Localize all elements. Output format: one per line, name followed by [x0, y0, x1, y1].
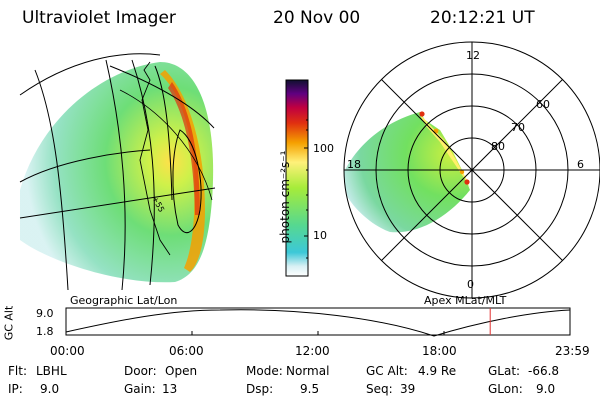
time-tick-2359: 23:59 [555, 344, 590, 358]
altitude-frame [65, 307, 571, 336]
time-tick-0000: 00:00 [50, 344, 85, 358]
mlt-label-18: 18 [347, 158, 361, 171]
mode-label: Mode: [246, 364, 283, 378]
gcalt-value: 4.9 Re [418, 364, 457, 378]
image-date: 20 Nov 00 [273, 8, 361, 28]
glat-label: GLat: [488, 364, 521, 378]
time-tick-1800: 18:00 [422, 344, 457, 358]
mlat-label-60: 60 [536, 98, 550, 111]
polar-plot [343, 41, 600, 299]
altitude-curve [65, 309, 571, 337]
altitude-ytick-low: 1.8 [36, 325, 54, 338]
mlat-label-70: 70 [511, 121, 525, 134]
mlt-label-12: 12 [466, 49, 480, 62]
polar-caption: Apex MLat/MLT [424, 294, 507, 307]
gain-value: 13 [162, 382, 178, 396]
colorbar-tick-100: 100 [313, 142, 334, 155]
ip-value: 9.0 [40, 382, 60, 396]
door-label: Door: [124, 364, 157, 378]
gcalt-label: GC Alt: [366, 364, 408, 378]
glat-value: -66.8 [528, 364, 560, 378]
mode-value: Normal [286, 364, 330, 378]
dsp-label: Dsp: [246, 382, 274, 396]
dsp-value: 9.5 [300, 382, 320, 396]
colorbar-scale [285, 79, 309, 277]
time-tick-1200: 12:00 [295, 344, 330, 358]
mlt-label-0: 0 [467, 278, 474, 291]
lat-lon-grid [19, 53, 216, 291]
glon-value: 9.0 [536, 382, 556, 396]
auroral-glow [20, 62, 214, 283]
mlat-label-80: 80 [491, 140, 505, 153]
mlt-label-6: 6 [577, 158, 584, 171]
geographic-caption: Geographic Lat/Lon [70, 294, 178, 307]
altitude-ytick-high: 9.0 [36, 307, 54, 320]
x-ticks [65, 331, 571, 335]
auroral-oval-bright [160, 70, 205, 272]
filter-value: LBHL [36, 364, 67, 378]
instrument-title: Ultraviolet Imager [22, 8, 176, 28]
glon-label: GLon: [488, 382, 523, 396]
geographic-image: +55 [19, 53, 216, 291]
colorbar [285, 79, 309, 277]
colorbar-unit-label: photon cm⁻²s⁻¹ [278, 150, 292, 244]
ip-label: IP: [8, 382, 23, 396]
polar-grid [343, 41, 600, 299]
seq-value: 39 [400, 382, 416, 396]
seq-label: Seq: [366, 382, 393, 396]
altitude-plot [65, 307, 571, 337]
filter-label: Flt: [8, 364, 27, 378]
polar-aurora [344, 112, 470, 233]
colorbar-tick-10: 10 [313, 229, 327, 242]
time-tick-0600: 06:00 [169, 344, 204, 358]
altitude-ylabel: GC Alt [2, 305, 16, 341]
gain-label: Gain: [124, 382, 156, 396]
door-value: Open [165, 364, 198, 378]
image-time: 20:12:21 UT [430, 8, 535, 28]
